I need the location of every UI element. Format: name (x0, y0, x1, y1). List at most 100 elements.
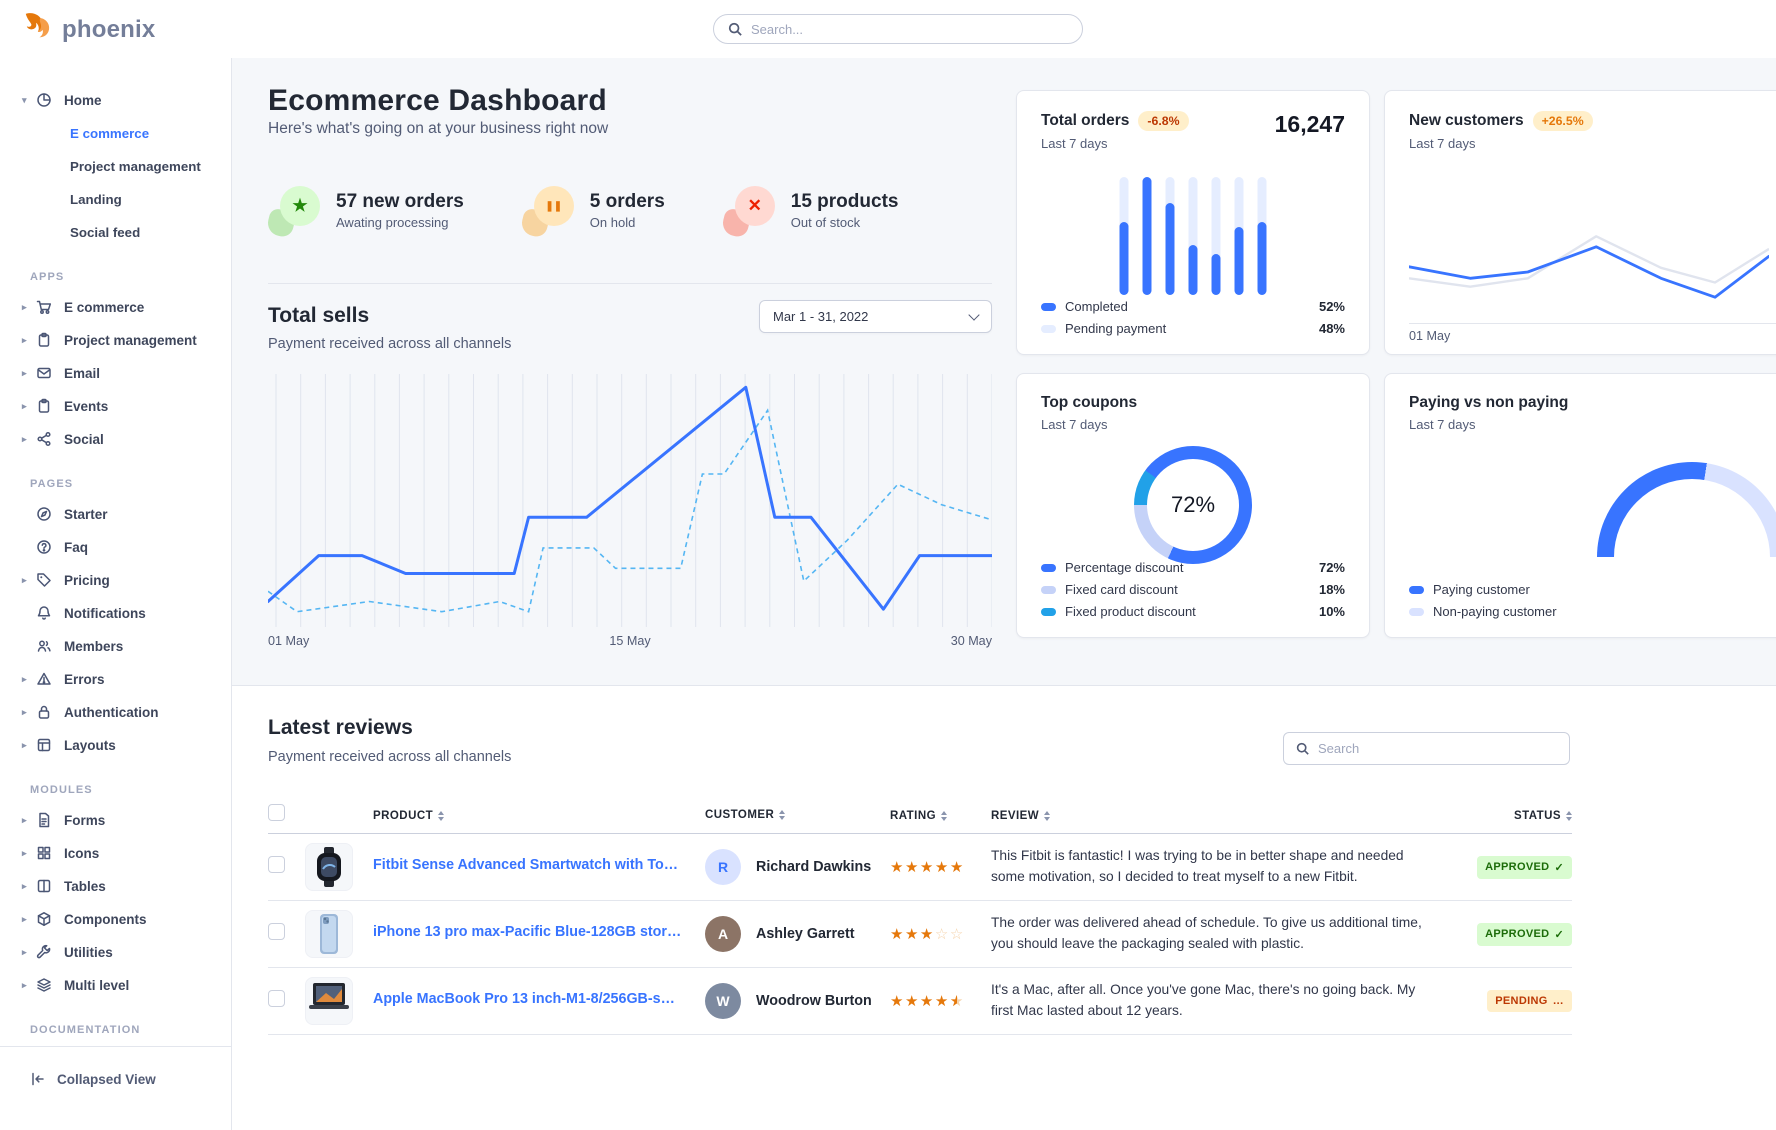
sort-icon (438, 810, 445, 821)
sidebar-item-home[interactable]: ▾ Home (0, 84, 231, 117)
legend-swatch (1409, 607, 1424, 616)
row-checkbox[interactable] (268, 856, 285, 873)
product-link[interactable]: iPhone 13 pro max-Pacific Blue-128GB sto… (373, 923, 683, 940)
sidebar-item-faq[interactable]: Faq (0, 531, 231, 564)
question-icon (36, 539, 53, 556)
sidebar-section-label: APPS (30, 271, 65, 283)
sidebar-item-label: Layouts (64, 738, 116, 753)
status-badge: APPROVED ✓ (1477, 855, 1572, 879)
sidebar-item-errors[interactable]: ▸ Errors (0, 663, 231, 696)
column-header-review[interactable]: REVIEW (991, 810, 1051, 822)
box-icon (36, 911, 53, 928)
legend-row: Percentage discount 72% (1041, 560, 1345, 575)
sidebar-item-label: Events (64, 399, 109, 414)
total-sells-x-axis: 01 May 15 May 30 May (268, 634, 992, 648)
caret-right-icon: ▸ (22, 815, 27, 825)
product-thumbnail[interactable] (305, 977, 353, 1025)
reviews-table: PRODUCT CUSTOMER RATING REVIEW STATUS Fi… (268, 796, 1572, 1035)
product-thumbnail[interactable] (305, 910, 353, 958)
caret-right-icon: ▸ (22, 914, 27, 924)
row-checkbox[interactable] (268, 990, 285, 1007)
sidebar-subitem-project-management[interactable]: Project management (70, 159, 201, 174)
column-header-rating[interactable]: RATING (890, 810, 947, 822)
sidebar-divider (0, 1046, 231, 1047)
sort-icon (941, 810, 947, 821)
legend-row: Completed 52% (1041, 299, 1345, 314)
stat-item: ✕ 15 products Out of stock (720, 184, 898, 239)
column-header-customer[interactable]: CUSTOMER (705, 809, 786, 821)
sidebar-subitem-landing[interactable]: Landing (70, 192, 122, 207)
search-input[interactable] (751, 21, 1068, 37)
x-icon: ✕ (734, 186, 775, 226)
sidebar-item-label: Components (64, 912, 147, 927)
sidebar-item-pricing[interactable]: ▸ Pricing (0, 564, 231, 597)
file-icon (36, 812, 53, 829)
sidebar-item-icons[interactable]: ▸ Icons (0, 837, 231, 870)
share-icon (36, 431, 53, 448)
sidebar-item-label: Forms (64, 813, 106, 828)
sidebar-item-label: Pricing (64, 573, 110, 588)
avatar[interactable]: R (705, 849, 741, 885)
product-thumbnail[interactable] (305, 843, 353, 891)
sidebar: ▾ Home E commerce Project management Landin… (0, 58, 232, 1130)
caret-right-icon: ▸ (22, 881, 27, 891)
legend-swatch (1409, 585, 1424, 594)
change-badge: -6.8% (1138, 111, 1189, 131)
paying-gauge-chart (1597, 462, 1776, 557)
product-link[interactable]: Apple MacBook Pro 13 inch-M1-8/256GB-spa… (373, 990, 683, 1007)
page-subtitle: Here's what's going on at your business … (268, 120, 609, 137)
sidebar-item-events[interactable]: ▸ Events (0, 390, 231, 423)
collapse-label: Collapsed View (57, 1071, 156, 1087)
select-all-checkbox[interactable] (268, 803, 285, 821)
avatar[interactable]: W (705, 983, 741, 1019)
sidebar-item-label: Members (64, 639, 124, 654)
sidebar-item-social[interactable]: ▸ Social (0, 423, 231, 456)
date-range-select[interactable]: Mar 1 - 31, 2022 (759, 300, 992, 333)
sidebar-item-components[interactable]: ▸ Components (0, 903, 231, 936)
sidebar-item-authentication[interactable]: ▸ Authentication (0, 696, 231, 729)
sidebar-item-forms[interactable]: ▸ Forms (0, 804, 231, 837)
status-badge: APPROVED ✓ (1477, 922, 1572, 946)
column-header-status[interactable]: STATUS (1514, 810, 1572, 822)
sidebar-subitem-social-feed[interactable]: Social feed (70, 225, 141, 240)
x-axis-label: 30 May (950, 634, 992, 648)
sidebar-item-email[interactable]: ▸ Email (0, 357, 231, 390)
legend-swatch (1041, 324, 1056, 333)
row-checkbox[interactable] (268, 923, 285, 940)
sidebar-item-project-management[interactable]: ▸ Project management (0, 324, 231, 357)
clipboard-icon (36, 398, 53, 415)
stat-value: 5 orders (589, 190, 665, 212)
legend-swatch (1041, 302, 1056, 311)
sidebar-item-notifications[interactable]: Notifications (0, 597, 231, 630)
avatar[interactable]: A (705, 916, 741, 952)
customers-axis-label: 01 May (1409, 329, 1451, 343)
customer-name: Ashley Garrett (756, 926, 855, 942)
sidebar-subitem-e-commerce[interactable]: E commerce (70, 126, 150, 141)
sidebar-item-starter[interactable]: Starter (0, 498, 231, 531)
sidebar-item-members[interactable]: Members (0, 630, 231, 663)
grid-icon (36, 845, 53, 862)
caret-right-icon: ▸ (22, 434, 27, 444)
sidebar-item-layouts[interactable]: ▸ Layouts (0, 729, 231, 762)
caret-right-icon: ▸ (22, 302, 27, 312)
sidebar-item-tables[interactable]: ▸ Tables (0, 870, 231, 903)
card-top-coupons: Top coupons Last 7 days 72% Percentage d… (1016, 373, 1370, 638)
reviews-search-input[interactable] (1318, 741, 1557, 756)
legend-value: 52% (1318, 299, 1345, 314)
rating-stars: ★★★★★★ (890, 992, 965, 1010)
product-link[interactable]: Fitbit Sense Advanced Smartwatch with To… (373, 856, 683, 873)
sidebar-item-utilities[interactable]: ▸ Utilities (0, 936, 231, 969)
collapse-sidebar-button[interactable]: Collapsed View (0, 1071, 231, 1087)
main-content: Ecommerce Dashboard Here's what's going … (232, 58, 1776, 1130)
column-header-product[interactable]: PRODUCT (373, 810, 445, 822)
table-row: iPhone 13 pro max-Pacific Blue-128GB sto… (268, 901, 1572, 968)
sidebar-item-e-commerce[interactable]: ▸ E commerce (0, 291, 231, 324)
sidebar-item-multi-level[interactable]: ▸ Multi level (0, 969, 231, 1002)
sidebar-item-label: Icons (64, 846, 100, 861)
global-search[interactable] (713, 14, 1083, 44)
customer-name: Richard Dawkins (756, 859, 872, 875)
brand-logo[interactable]: phoenix (22, 12, 155, 47)
reviews-search[interactable] (1283, 732, 1570, 765)
pie-chart-icon (36, 92, 53, 109)
caret-right-icon: ▸ (22, 575, 27, 585)
